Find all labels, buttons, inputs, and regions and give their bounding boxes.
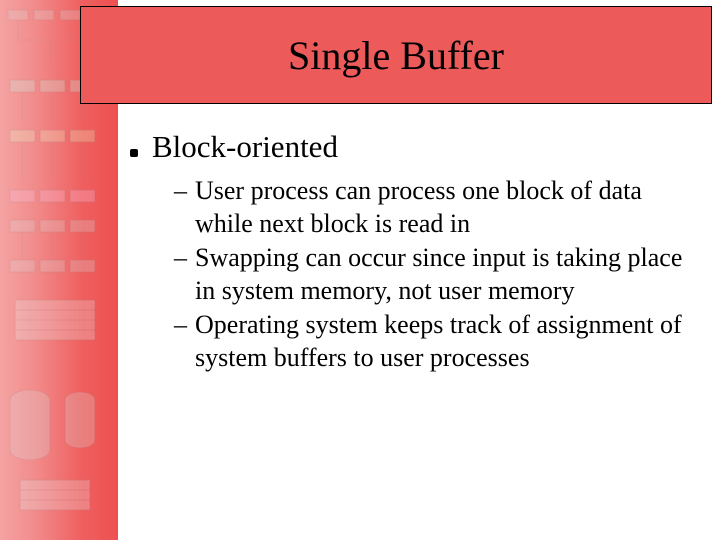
sub-bullet-text: Operating system keeps track of assignme… [195,309,700,374]
sub-bullet-list: – User process can process one block of … [174,175,700,374]
content-area: Block-oriented – User process can proces… [130,128,700,376]
sub-bullet-text: Swapping can occur since input is taking… [195,242,700,307]
sub-bullet-item: – User process can process one block of … [174,175,700,240]
sub-bullet-item: – Operating system keeps track of assign… [174,309,700,374]
dash-marker: – [174,309,187,342]
bullet-text: Block-oriented [152,128,338,165]
slide-title: Single Buffer [288,32,504,79]
sub-bullet-item: – Swapping can occur since input is taki… [174,242,700,307]
bullet-marker [130,149,138,157]
bullet-item: Block-oriented [130,128,700,165]
dash-marker: – [174,242,187,275]
dash-marker: – [174,175,187,208]
title-banner: Single Buffer [80,6,712,104]
sub-bullet-text: User process can process one block of da… [195,175,700,240]
